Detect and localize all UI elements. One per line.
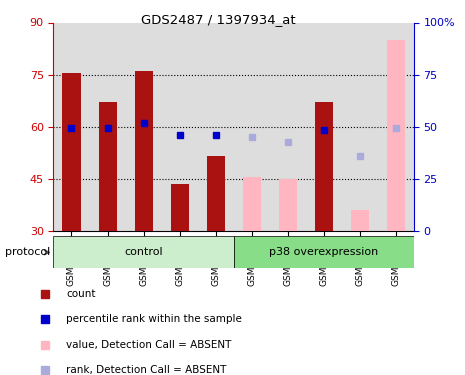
Bar	[387, 40, 405, 231]
Bar	[351, 210, 369, 231]
Bar	[378, 22, 414, 231]
Bar	[206, 156, 225, 231]
Bar	[234, 236, 414, 268]
Text: rank, Detection Call = ABSENT: rank, Detection Call = ABSENT	[66, 365, 226, 375]
Bar	[243, 177, 261, 231]
Bar	[233, 22, 270, 231]
Bar	[270, 22, 306, 231]
Bar	[62, 73, 80, 231]
Bar	[279, 178, 297, 231]
Text: GDS2487 / 1397934_at: GDS2487 / 1397934_at	[141, 13, 296, 26]
Bar	[161, 22, 198, 231]
Bar	[53, 22, 89, 231]
Text: count: count	[66, 289, 95, 299]
Bar	[315, 102, 333, 231]
Bar	[99, 102, 117, 231]
Bar	[134, 71, 153, 231]
Bar	[198, 22, 233, 231]
Text: protocol: protocol	[5, 248, 50, 257]
Bar	[342, 22, 378, 231]
Bar	[306, 22, 342, 231]
Bar	[126, 22, 161, 231]
Bar	[89, 22, 126, 231]
Text: percentile rank within the sample: percentile rank within the sample	[66, 314, 242, 324]
Text: p38 overexpression: p38 overexpression	[269, 247, 379, 257]
Text: value, Detection Call = ABSENT: value, Detection Call = ABSENT	[66, 340, 232, 350]
Text: control: control	[124, 247, 163, 257]
Bar	[171, 184, 189, 231]
Bar	[53, 236, 234, 268]
